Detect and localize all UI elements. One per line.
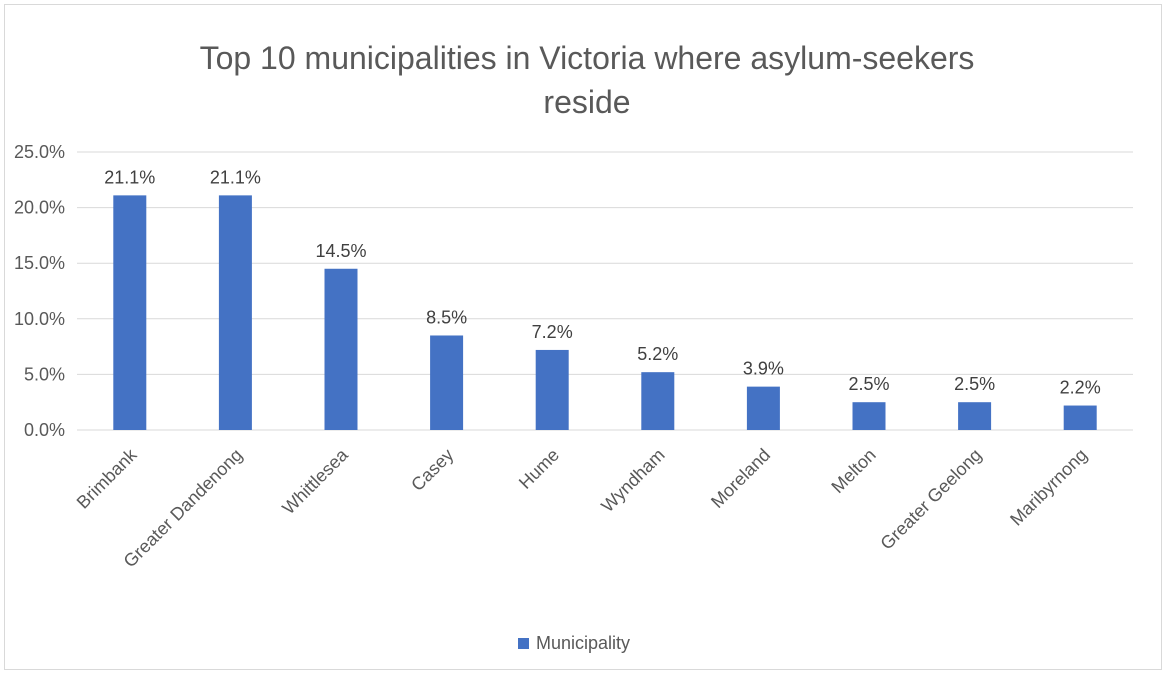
bar (1063, 405, 1097, 430)
data-label: 2.5% (848, 374, 889, 394)
data-label: 8.5% (426, 307, 467, 327)
chart-title-line-2: reside (543, 84, 630, 120)
y-tick-label: 15.0% (14, 253, 65, 273)
y-tick-label: 0.0% (24, 420, 65, 440)
legend-swatch (518, 638, 529, 649)
x-tick-label: Greater Geelong (876, 445, 985, 554)
x-tick-label: Moreland (707, 445, 774, 512)
legend: Municipality (518, 633, 630, 653)
legend-label: Municipality (536, 633, 630, 653)
chart-title-line-1: Top 10 municipalities in Victoria where … (200, 40, 975, 76)
bars (113, 195, 1097, 430)
x-tick-label: Wyndham (597, 445, 668, 516)
x-tick-label: Whittlesea (278, 444, 352, 518)
bar (430, 335, 464, 430)
bar-chart: Top 10 municipalities in Victoria where … (14, 40, 1133, 653)
x-tick-label: Casey (407, 445, 457, 495)
bar (324, 268, 358, 430)
data-label: 3.9% (743, 359, 784, 379)
data-label: 2.2% (1060, 378, 1101, 398)
bar (746, 386, 780, 430)
chart-title: Top 10 municipalities in Victoria where … (200, 40, 975, 120)
data-labels: 21.1% 21.1% 14.5% 8.5% 7.2% 5.2% 3.9% 2.5% 2.5% 2… (104, 167, 1100, 397)
bar (852, 402, 886, 430)
bar (958, 402, 992, 430)
y-tick-label: 25.0% (14, 142, 65, 162)
gridlines (77, 151, 1133, 431)
y-tick-label: 5.0% (24, 364, 65, 384)
y-tick-label: 20.0% (14, 198, 65, 218)
bar (218, 195, 252, 430)
data-label: 14.5% (315, 241, 366, 261)
y-tick-label: 10.0% (14, 309, 65, 329)
x-tick-label: Hume (515, 445, 563, 493)
bar (113, 195, 147, 430)
y-axis-ticks: 0.0% 5.0% 10.0% 15.0% 20.0% 25.0% (14, 142, 65, 440)
data-label: 21.1% (104, 167, 155, 187)
x-tick-label: Maribyrnong (1006, 445, 1091, 530)
x-tick-label: Melton (827, 445, 879, 497)
data-label: 2.5% (954, 374, 995, 394)
x-tick-label: Greater Dandenong (120, 445, 247, 572)
data-label: 7.2% (532, 322, 573, 342)
chart-frame: Top 10 municipalities in Victoria where … (4, 4, 1162, 670)
bar (641, 372, 675, 430)
x-tick-label: Brimbank (73, 444, 142, 513)
data-label: 21.1% (210, 167, 261, 187)
data-label: 5.2% (637, 344, 678, 364)
bar (535, 349, 569, 430)
